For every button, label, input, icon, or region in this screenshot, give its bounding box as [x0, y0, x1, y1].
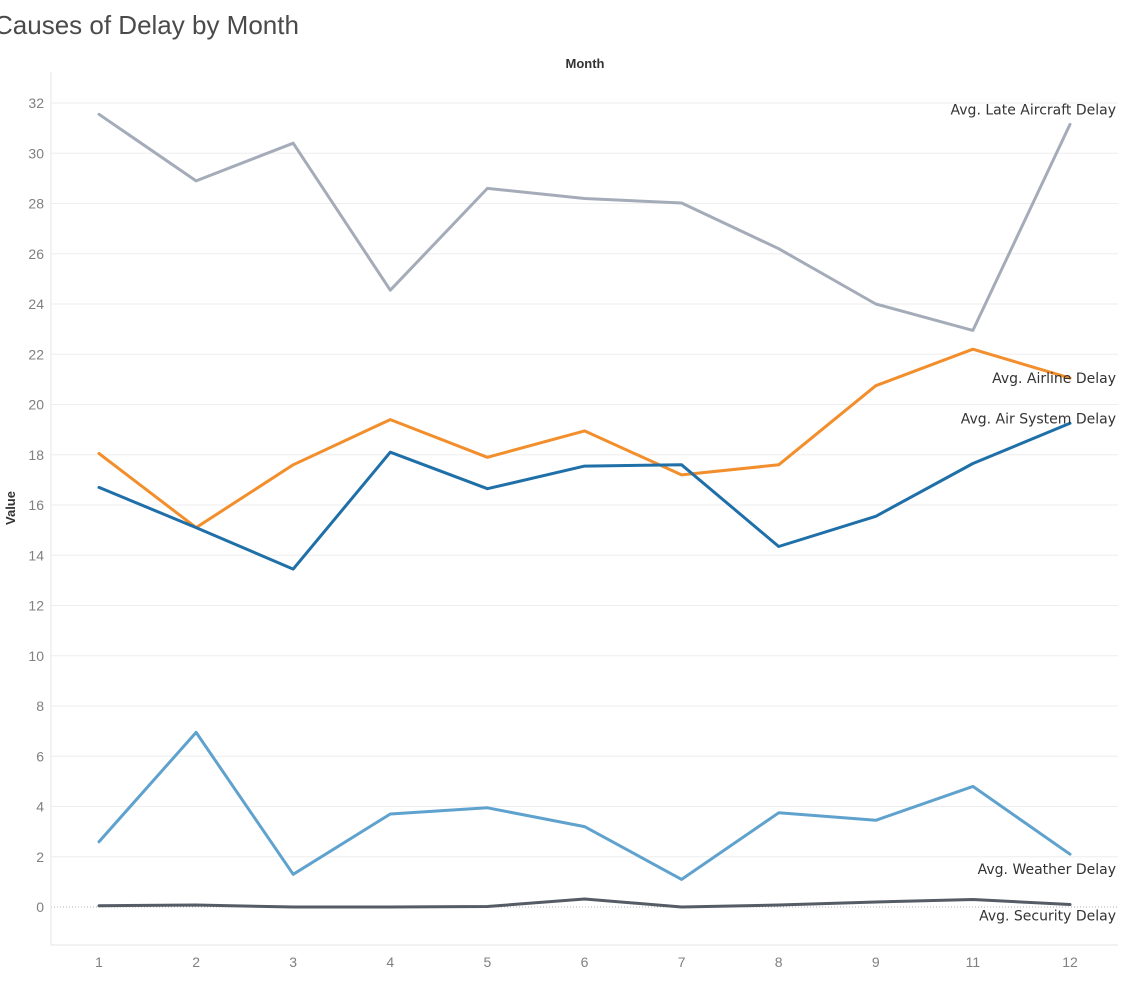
series-label: Avg. Air System Delay — [961, 411, 1116, 427]
y-tick-label: 32 — [28, 95, 44, 111]
x-tick-label: 3 — [289, 954, 297, 970]
x-tick-label: 1 — [95, 954, 103, 970]
x-tick-label: 6 — [581, 954, 589, 970]
series-label: Avg. Airline Delay — [992, 371, 1116, 387]
series-line — [97, 347, 1072, 530]
x-tick-label: 7 — [678, 954, 686, 970]
series-label: Avg. Late Aircraft Delay — [951, 102, 1116, 118]
y-tick-label: 8 — [36, 698, 44, 714]
series-labels: Avg. Late Aircraft Delay Avg. Airline Del… — [951, 102, 1116, 924]
x-tick-label: 12 — [1062, 954, 1078, 970]
series-line — [97, 897, 1072, 909]
y-tick-label: 10 — [28, 648, 44, 664]
chart-title: Causes of Delay by Month — [0, 10, 299, 40]
series-line — [97, 421, 1072, 571]
y-tick-label: 6 — [36, 748, 44, 764]
x-tick-label: 9 — [872, 954, 880, 970]
y-tick-label: 24 — [28, 296, 44, 312]
series-label: Avg. Weather Delay — [978, 862, 1116, 878]
x-tick-label: 8 — [775, 954, 783, 970]
y-tick-label: 18 — [28, 447, 44, 463]
series-lines — [97, 112, 1072, 909]
x-tick-label: 11 — [966, 954, 981, 970]
series-line — [97, 112, 1072, 332]
x-tick-label: 2 — [192, 954, 200, 970]
y-tick-label: 30 — [28, 145, 44, 161]
y-tick-label: 2 — [36, 849, 44, 865]
y-tick-label: 14 — [28, 547, 44, 563]
y-tick-label: 16 — [28, 497, 44, 513]
series-line — [97, 730, 1072, 881]
y-tick-label: 20 — [28, 397, 44, 413]
axes: Month Value — [3, 56, 1118, 946]
x-axis-title: Month — [566, 56, 605, 71]
y-tick-label: 12 — [28, 598, 44, 614]
y-tick-label: 4 — [36, 799, 44, 815]
y-tick-label: 0 — [36, 899, 44, 915]
series-label: Avg. Security Delay — [979, 908, 1116, 924]
y-axis-title: Value — [3, 491, 18, 525]
y-tick-label: 26 — [28, 246, 44, 262]
y-tick-label: 28 — [28, 196, 44, 212]
x-tick-label: 5 — [484, 954, 492, 970]
x-tick-label: 4 — [386, 954, 394, 970]
y-tick-label: 22 — [28, 346, 44, 362]
gridlines — [51, 102, 1118, 908]
